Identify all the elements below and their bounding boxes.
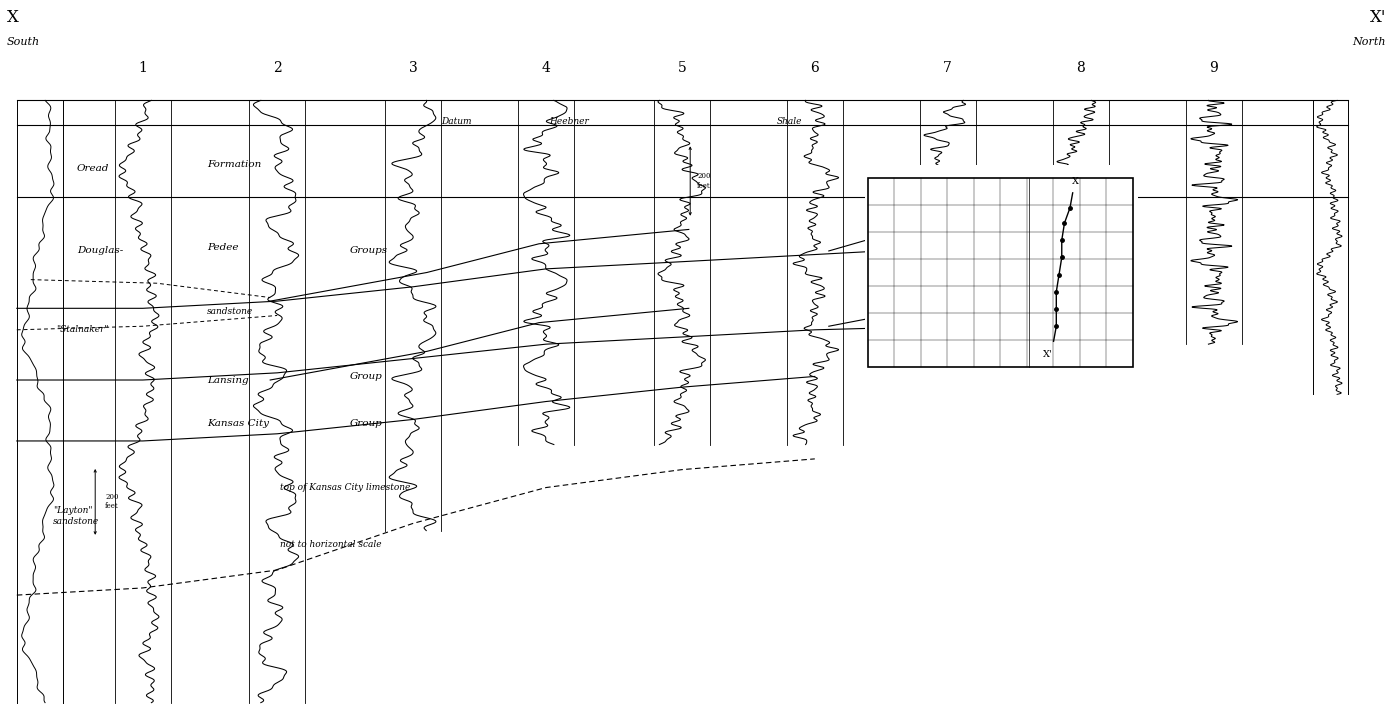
Text: not to horizontal scale: not to horizontal scale	[280, 541, 382, 549]
Text: X: X	[1072, 177, 1079, 186]
Text: 200
feet: 200 feet	[697, 173, 711, 189]
Text: Douglas-: Douglas-	[77, 247, 123, 255]
Text: Kansas City: Kansas City	[207, 419, 269, 427]
Text: X: X	[7, 9, 18, 27]
Text: Heebner: Heebner	[549, 118, 588, 126]
Text: 4: 4	[542, 61, 550, 75]
Text: Oread: Oread	[77, 164, 109, 173]
Text: Shale: Shale	[777, 118, 802, 126]
Text: Datum: Datum	[441, 118, 472, 126]
Text: Pedee: Pedee	[207, 243, 238, 252]
Text: 8: 8	[1077, 61, 1085, 75]
Text: 5: 5	[678, 61, 686, 75]
Text: "Stalnaker": "Stalnaker"	[56, 326, 109, 334]
Text: Formation: Formation	[207, 161, 262, 169]
Text: North: North	[1352, 37, 1386, 47]
Text: top of Kansas City limestone: top of Kansas City limestone	[280, 483, 410, 492]
Text: 200
feet: 200 feet	[105, 493, 119, 511]
Text: sandstone: sandstone	[207, 308, 253, 316]
Text: X': X'	[1043, 350, 1053, 359]
Text: 9: 9	[1210, 61, 1218, 75]
Text: 7: 7	[944, 61, 952, 75]
Text: 6: 6	[811, 61, 819, 75]
Text: Groups: Groups	[350, 247, 388, 255]
Text: Group: Group	[350, 372, 382, 381]
Text: Group: Group	[350, 419, 382, 427]
Bar	[868, 178, 1133, 367]
Text: 3: 3	[409, 61, 417, 75]
Text: Lansing: Lansing	[207, 376, 249, 384]
Text: "Layton"
sandstone: "Layton" sandstone	[53, 506, 99, 526]
Text: X': X'	[1369, 9, 1386, 27]
Text: 2: 2	[273, 61, 281, 75]
Text: 1: 1	[139, 61, 147, 75]
Text: South: South	[7, 37, 41, 47]
